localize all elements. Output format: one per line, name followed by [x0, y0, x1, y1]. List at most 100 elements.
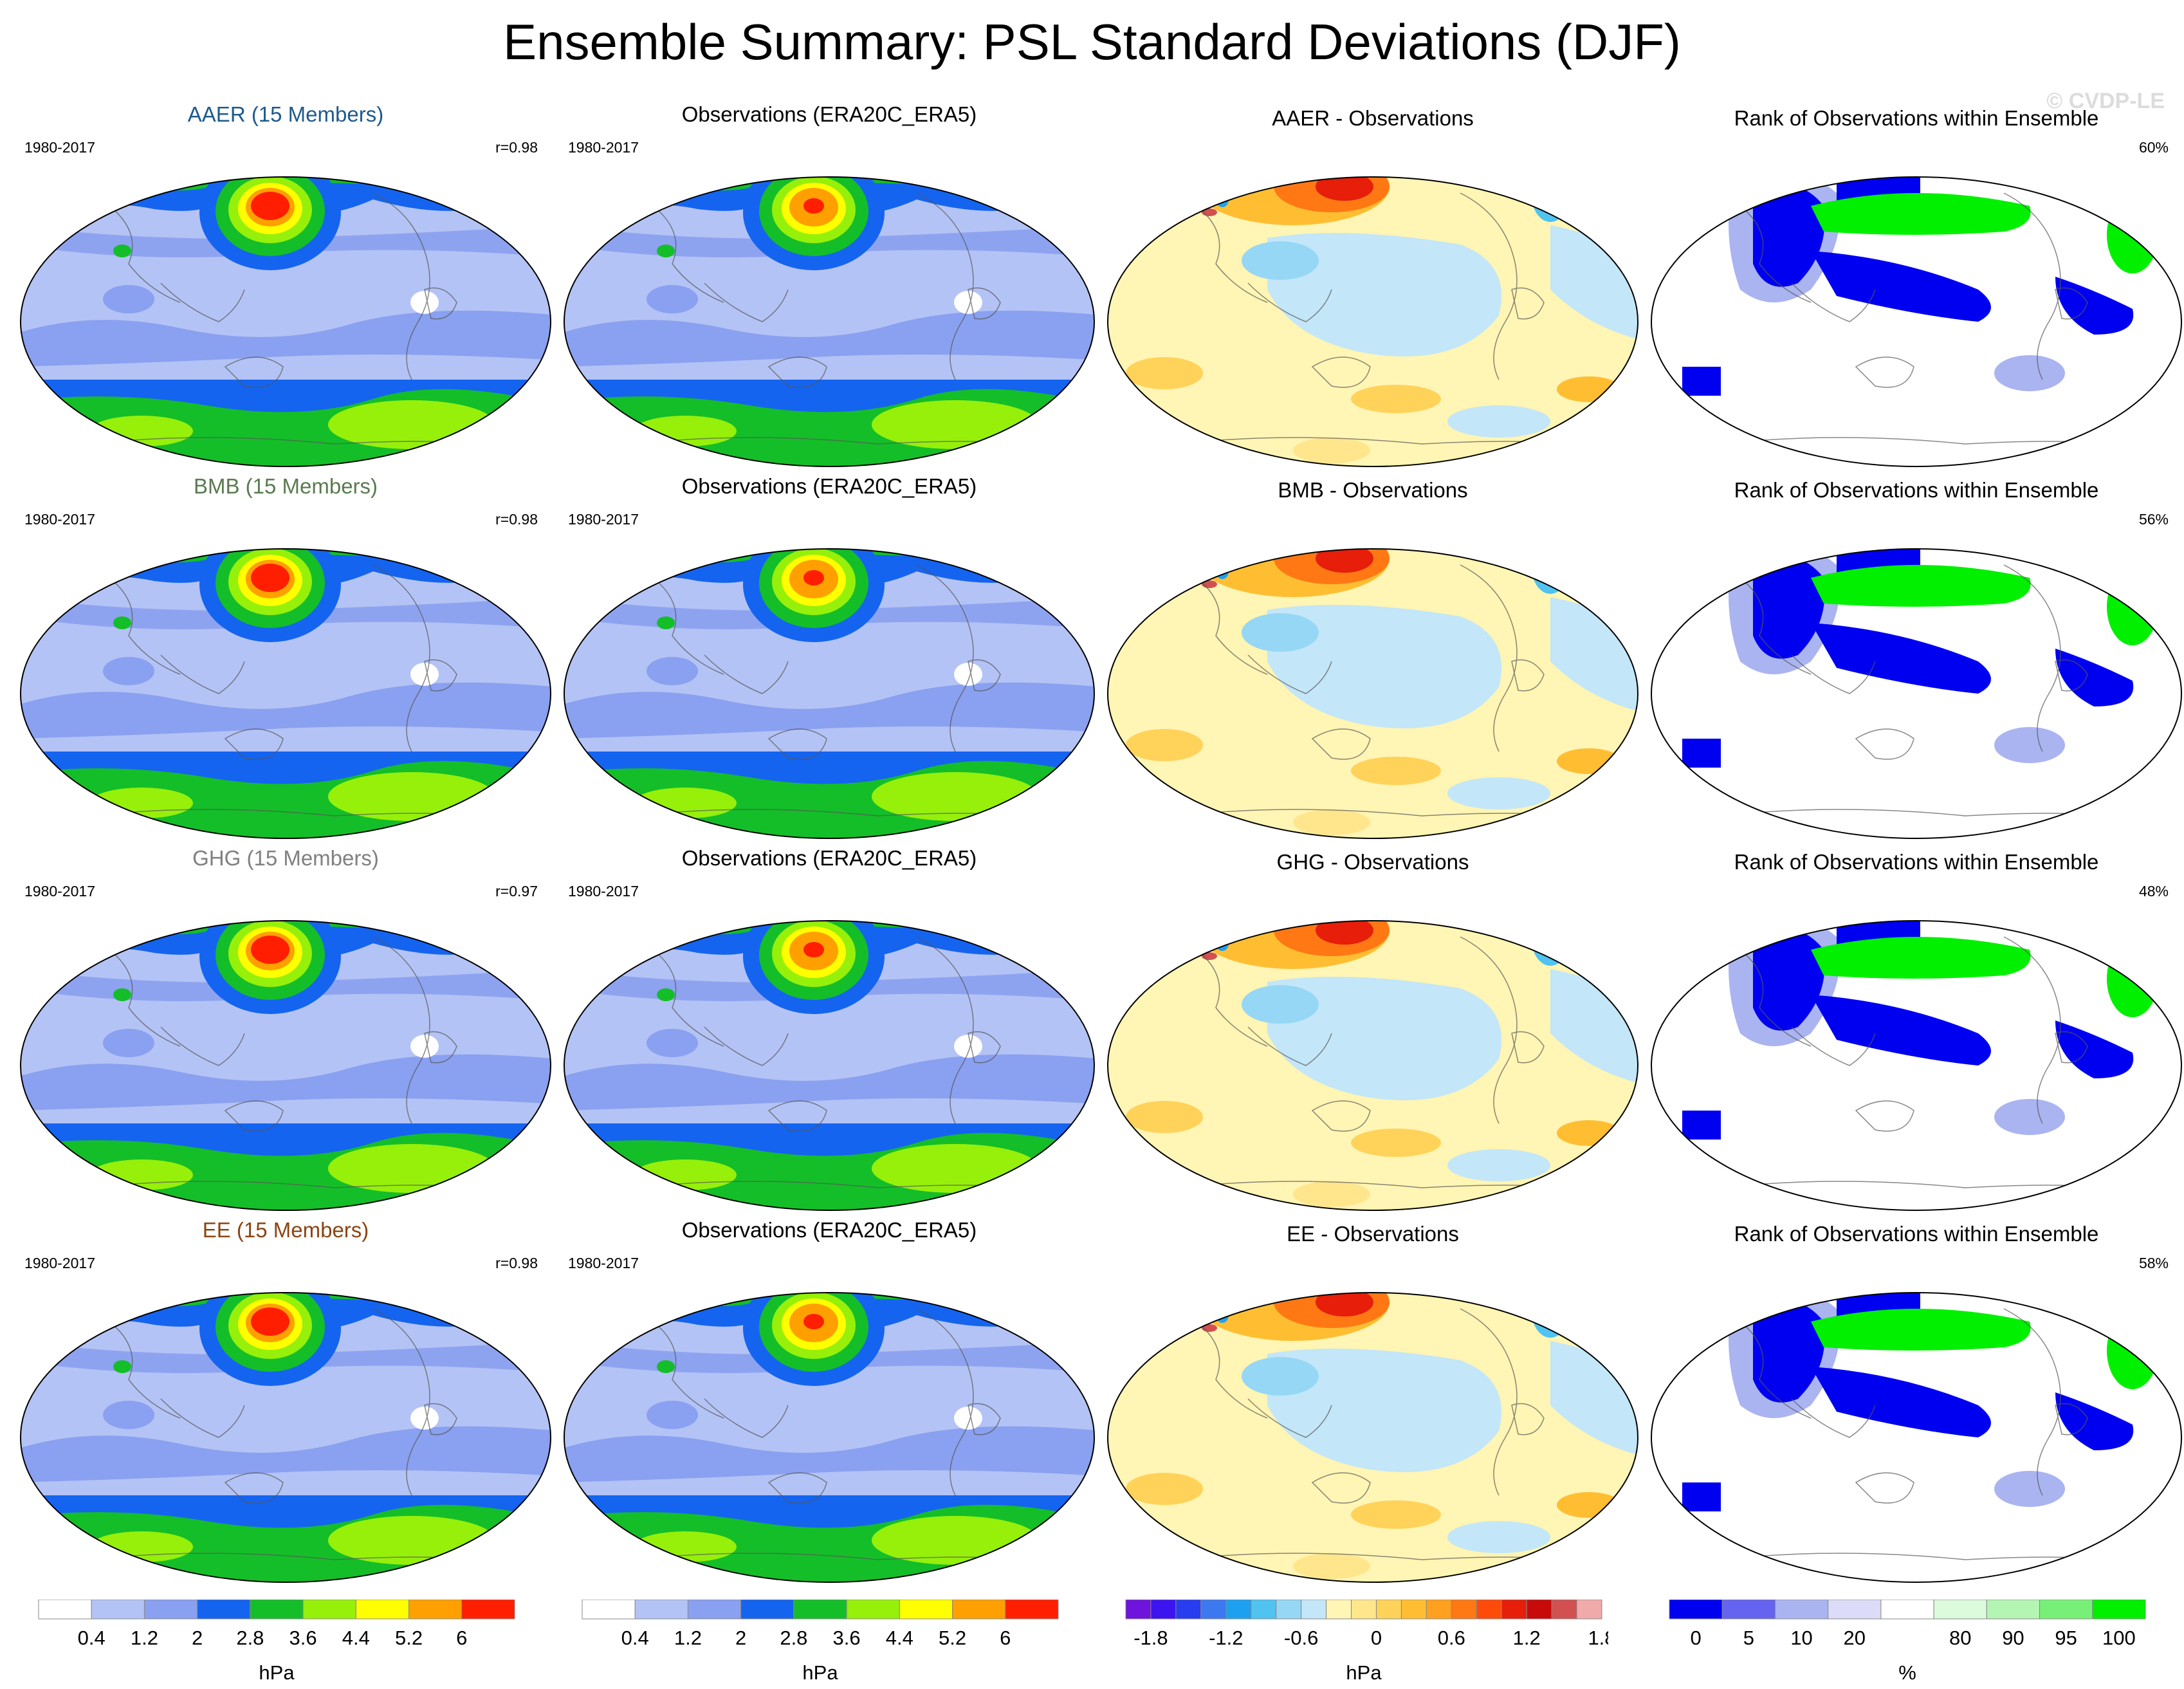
colorbar-swatch	[408, 1600, 463, 1620]
colorbar-swatch	[1828, 1600, 1882, 1620]
colorbar-swatch	[1426, 1600, 1452, 1620]
colorbar-tick-label: 3.6	[833, 1627, 861, 1649]
colorbar-swatch	[1005, 1600, 1059, 1620]
colorbar-tick-label: 1.2	[674, 1627, 702, 1649]
panel-model: AAER (15 Members) 1980-2017 r=0.98	[13, 97, 558, 468]
colorbar-diff: -1.8 -1.2 -0.6 0 0.6 1.2 1.8 hPa	[1119, 1600, 1608, 1684]
difference-title: AAER - Observations	[1272, 106, 1474, 130]
observations-title: Observations (ERA20C_ERA5)	[681, 1218, 977, 1242]
colorbar-tick-label: 95	[2055, 1627, 2077, 1649]
colorbar-swatch	[1986, 1600, 2041, 1620]
colorbar-swatch	[793, 1600, 847, 1620]
colorbar-tick-label: 80	[1949, 1627, 1971, 1649]
period-label: 1980-2017	[568, 883, 639, 900]
panel-rank: Rank of Observations within Ensemble 60%	[1644, 97, 2184, 468]
experiment-title: AAER (15 Members)	[187, 102, 384, 126]
colorbar-tick-label: 2.8	[780, 1627, 807, 1649]
colorbar-unit: hPa	[259, 1661, 295, 1684]
map-rank	[1651, 176, 2182, 467]
colorbar-unit: %	[1898, 1661, 1916, 1684]
colorbar-swatch	[1721, 1600, 1776, 1620]
colorbar-swatch	[1551, 1600, 1577, 1620]
map-model	[20, 1292, 551, 1583]
map-obs	[564, 176, 1095, 467]
panel-diff: AAER - Observations	[1100, 97, 1646, 468]
colorbar-tick-label: 5.2	[939, 1627, 966, 1649]
difference-title: EE - Observations	[1287, 1222, 1459, 1246]
colorbar-tick-label: -1.2	[1209, 1627, 1243, 1649]
colorbar-tick-label: 0	[1371, 1627, 1382, 1649]
colorbar-tick-label: 4.4	[342, 1627, 370, 1649]
colorbar-tick-label: 0.4	[621, 1627, 649, 1649]
rank-title: Rank of Observations within Ensemble	[1734, 850, 2099, 874]
difference-title: BMB - Observations	[1278, 478, 1468, 502]
colorbar-swatch	[1451, 1600, 1477, 1620]
rank-percent: 60%	[2138, 139, 2169, 156]
colorbar-swatch	[582, 1600, 636, 1620]
colorbar-tick-label: 0.4	[78, 1627, 106, 1649]
map-obs	[564, 548, 1095, 839]
panel-obs: Observations (ERA20C_ERA5) 1980-2017	[556, 97, 1102, 468]
map-diff	[1107, 1292, 1638, 1583]
colorbar-tick-label: 100	[2102, 1627, 2136, 1649]
map-rank	[1651, 920, 2182, 1211]
period-label: 1980-2017	[568, 1255, 639, 1271]
colorbar-swatch	[143, 1600, 198, 1620]
colorbar-tick-label: 0	[1690, 1627, 1701, 1649]
map-obs	[564, 1292, 1095, 1583]
colorbar-tick-label: 6	[1000, 1627, 1011, 1649]
panel-model: GHG (15 Members) 1980-2017 r=0.97	[13, 840, 558, 1212]
colorbar-unit: hPa	[802, 1661, 838, 1684]
colorbar-tick-label: 2.8	[236, 1627, 264, 1649]
colorbar-unit: hPa	[1346, 1661, 1382, 1684]
colorbar-tick-label: 2	[735, 1627, 746, 1649]
colorbar-swatch	[1225, 1600, 1252, 1620]
map-diff	[1107, 176, 1638, 467]
colorbar-swatch	[1251, 1600, 1277, 1620]
colorbar-tick-label: 1.2	[1513, 1627, 1541, 1649]
panel-rank: Rank of Observations within Ensemble 56%	[1644, 468, 2184, 840]
colorbar-tick-label: 1.8	[1588, 1627, 1608, 1649]
colorbar-sd-2: 0.4 1.2 2 2.8 3.6 4.4 5.2 6 hPa	[576, 1600, 1065, 1684]
colorbar-swatch	[38, 1600, 92, 1620]
colorbar-tick-label: 4.4	[886, 1627, 913, 1649]
colorbar-swatch	[91, 1600, 145, 1620]
colorbar-swatch	[2092, 1600, 2146, 1620]
colorbar-swatch	[1501, 1600, 1527, 1620]
rank-percent: 58%	[2138, 1255, 2169, 1271]
rank-percent: 48%	[2138, 883, 2169, 900]
colorbar-rank: 0 5 10 20 80 90 95 100 %	[1663, 1600, 2152, 1684]
colorbar-swatch	[952, 1600, 1006, 1620]
colorbar-swatch	[355, 1600, 410, 1620]
watermark: © CVDP-LE	[2046, 89, 2165, 113]
colorbar-tick-label: 20	[1844, 1627, 1866, 1649]
map-obs	[564, 920, 1095, 1211]
colorbar-swatch	[1669, 1600, 1723, 1620]
panel-diff: BMB - Observations	[1100, 468, 1646, 840]
colorbar-swatch	[1476, 1600, 1502, 1620]
experiment-title: BMB (15 Members)	[193, 474, 378, 498]
colorbar-swatch	[1175, 1600, 1202, 1620]
pattern-correlation: r=0.98	[495, 139, 538, 156]
colorbar-tick-label: 1.2	[131, 1627, 158, 1649]
observations-title: Observations (ERA20C_ERA5)	[681, 102, 977, 126]
panel-model: BMB (15 Members) 1980-2017 r=0.98	[13, 468, 558, 840]
map-diff	[1107, 548, 1638, 839]
map-model	[20, 920, 551, 1211]
colorbar-tick-label: 5	[1743, 1627, 1754, 1649]
colorbar-swatch	[197, 1600, 251, 1620]
map-diff	[1107, 920, 1638, 1211]
colorbar-swatch	[1326, 1600, 1352, 1620]
colorbar-tick-label: 2	[192, 1627, 203, 1649]
colorbar-swatch	[1301, 1600, 1327, 1620]
map-rank	[1651, 1292, 2182, 1583]
pattern-correlation: r=0.98	[495, 511, 538, 528]
rank-title: Rank of Observations within Ensemble	[1734, 106, 2099, 130]
map-model	[20, 176, 551, 467]
panel-diff: GHG - Observations	[1100, 840, 1646, 1212]
colorbar-tick-label: -0.6	[1284, 1627, 1318, 1649]
colorbar-swatch	[687, 1600, 742, 1620]
colorbar-tick-label: 6	[456, 1627, 467, 1649]
colorbar-swatch	[1526, 1600, 1552, 1620]
panel-model: EE (15 Members) 1980-2017 r=0.98	[13, 1212, 558, 1584]
